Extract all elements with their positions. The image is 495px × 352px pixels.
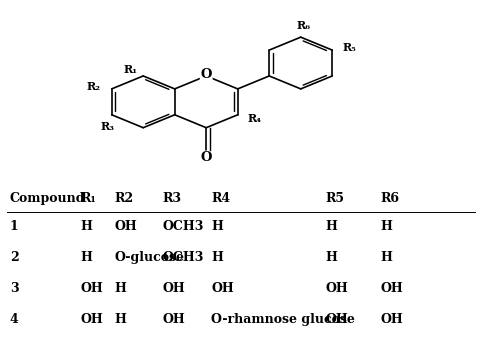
Text: OCH3: OCH3 bbox=[162, 251, 204, 264]
Text: H: H bbox=[381, 251, 393, 264]
Text: R2: R2 bbox=[114, 192, 133, 205]
Text: 4: 4 bbox=[10, 313, 18, 326]
Text: OH: OH bbox=[80, 313, 103, 326]
Text: H: H bbox=[114, 313, 126, 326]
Text: O-rhamnose glucose: O-rhamnose glucose bbox=[211, 313, 355, 326]
Text: OH: OH bbox=[162, 282, 185, 295]
Text: R₄: R₄ bbox=[248, 113, 262, 124]
Text: OH: OH bbox=[211, 282, 234, 295]
Text: H: H bbox=[80, 220, 92, 233]
Text: H: H bbox=[381, 220, 393, 233]
Text: H: H bbox=[211, 220, 223, 233]
Text: R3: R3 bbox=[162, 192, 182, 205]
Text: R₂: R₂ bbox=[86, 81, 100, 92]
Text: R₁: R₁ bbox=[124, 64, 138, 75]
Text: OH: OH bbox=[325, 313, 348, 326]
Text: O: O bbox=[200, 68, 212, 81]
Text: H: H bbox=[325, 251, 337, 264]
Text: 2: 2 bbox=[10, 251, 18, 264]
Text: O-glucose: O-glucose bbox=[114, 251, 184, 264]
Text: OH: OH bbox=[114, 220, 137, 233]
Text: R₁: R₁ bbox=[80, 192, 96, 205]
Text: R4: R4 bbox=[211, 192, 230, 205]
Text: OH: OH bbox=[80, 282, 103, 295]
Text: R5: R5 bbox=[325, 192, 344, 205]
Text: OH: OH bbox=[381, 282, 403, 295]
Text: H: H bbox=[211, 251, 223, 264]
Text: 3: 3 bbox=[10, 282, 18, 295]
Text: H: H bbox=[114, 282, 126, 295]
Text: OH: OH bbox=[325, 282, 348, 295]
Text: O: O bbox=[200, 151, 212, 164]
Text: 1: 1 bbox=[10, 220, 18, 233]
Text: OH: OH bbox=[381, 313, 403, 326]
Text: H: H bbox=[325, 220, 337, 233]
Text: R₃: R₃ bbox=[100, 121, 114, 132]
Text: Compound: Compound bbox=[10, 192, 85, 205]
Text: R₆: R₆ bbox=[297, 19, 311, 31]
Text: OCH3: OCH3 bbox=[162, 220, 204, 233]
Text: R₅: R₅ bbox=[343, 42, 356, 54]
Text: H: H bbox=[80, 251, 92, 264]
Text: R6: R6 bbox=[381, 192, 400, 205]
Text: OH: OH bbox=[162, 313, 185, 326]
